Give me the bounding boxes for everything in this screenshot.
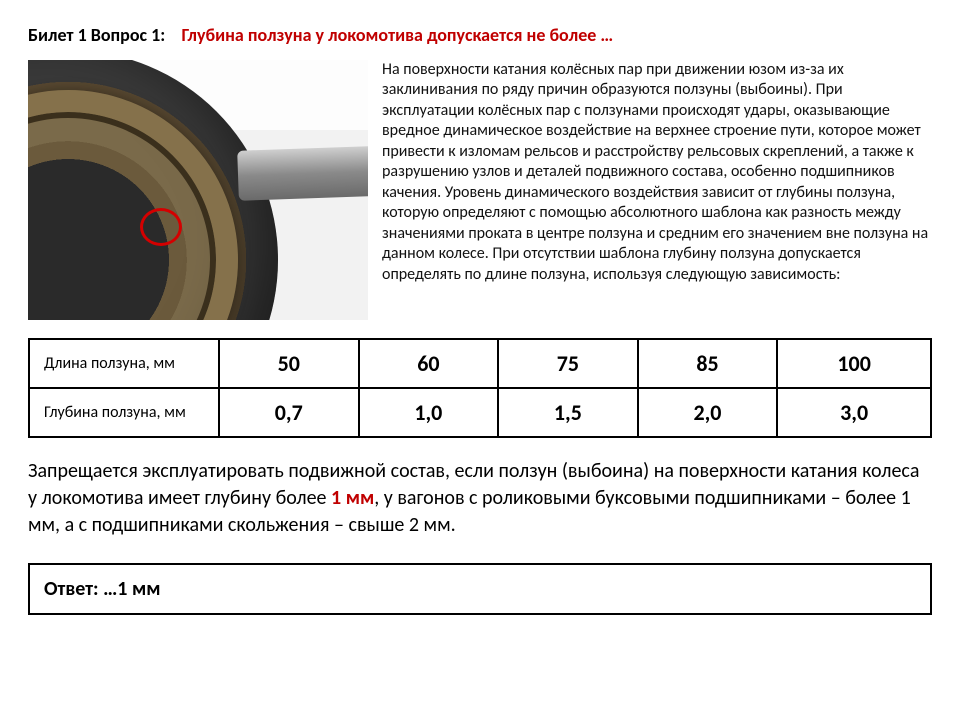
cell: 1,0 xyxy=(359,388,499,437)
skid-length-depth-table: Длина ползуна, мм 50 60 75 85 100 Глубин… xyxy=(28,338,932,438)
row-header-length: Длина ползуна, мм xyxy=(29,339,219,388)
row-header-depth: Глубина ползуна, мм xyxy=(29,388,219,437)
prohibition-text: Запрещается эксплуатировать подвижной со… xyxy=(28,458,932,539)
cell: 2,0 xyxy=(638,388,778,437)
wheel-photo xyxy=(28,60,368,320)
answer-label: Ответ: xyxy=(44,577,103,601)
cell: 3,0 xyxy=(777,388,931,437)
top-section: На поверхности катания колёсных пар при … xyxy=(28,60,932,320)
cell: 85 xyxy=(638,339,778,388)
cell: 60 xyxy=(359,339,499,388)
explanation-text: На поверхности катания колёсных пар при … xyxy=(382,60,932,320)
prohibition-highlight: 1 мм xyxy=(331,486,374,510)
cell: 75 xyxy=(498,339,638,388)
cell: 0,7 xyxy=(219,388,359,437)
defect-marker-circle xyxy=(140,208,182,246)
ticket-prefix: Билет 1 Вопрос 1: xyxy=(28,24,165,46)
answer-value: …1 мм xyxy=(103,577,160,601)
table-row: Длина ползуна, мм 50 60 75 85 100 xyxy=(29,339,931,388)
answer-box: Ответ: …1 мм xyxy=(28,563,932,615)
cell: 100 xyxy=(777,339,931,388)
cell: 50 xyxy=(219,339,359,388)
question-header: Билет 1 Вопрос 1: Глубина ползуна у локо… xyxy=(28,24,932,46)
cell: 1,5 xyxy=(498,388,638,437)
table-row: Глубина ползуна, мм 0,7 1,0 1,5 2,0 3,0 xyxy=(29,388,931,437)
question-text: Глубина ползуна у локомотива допускается… xyxy=(181,24,613,46)
